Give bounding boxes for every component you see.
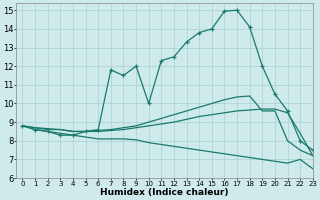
X-axis label: Humidex (Indice chaleur): Humidex (Indice chaleur) [100,188,229,197]
